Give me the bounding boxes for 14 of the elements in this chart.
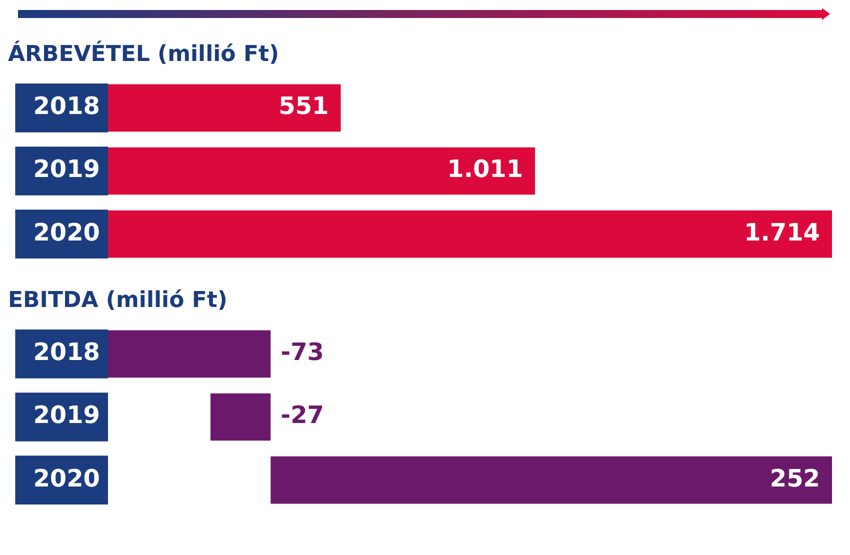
chart-title: ÁRBEVÉTEL (millió Ft) (8, 40, 280, 67)
data-label: -73 (280, 338, 324, 366)
data-label: 1.714 (744, 218, 820, 246)
data-label: -27 (280, 401, 324, 430)
y-tick-label: 2020 (33, 218, 100, 246)
data-label: 1.011 (447, 155, 524, 184)
y-tick-label: 2018 (33, 92, 100, 120)
y-tick-label: 2019 (33, 401, 100, 430)
data-label: 252 (770, 464, 820, 492)
y-tick-label: 2018 (33, 338, 100, 366)
y-tick-label: 2020 (33, 464, 100, 492)
chart-title: EBITDA (millió Ft) (8, 288, 228, 313)
y-tick-label: 2019 (33, 155, 100, 184)
data-label: 551 (278, 92, 329, 120)
